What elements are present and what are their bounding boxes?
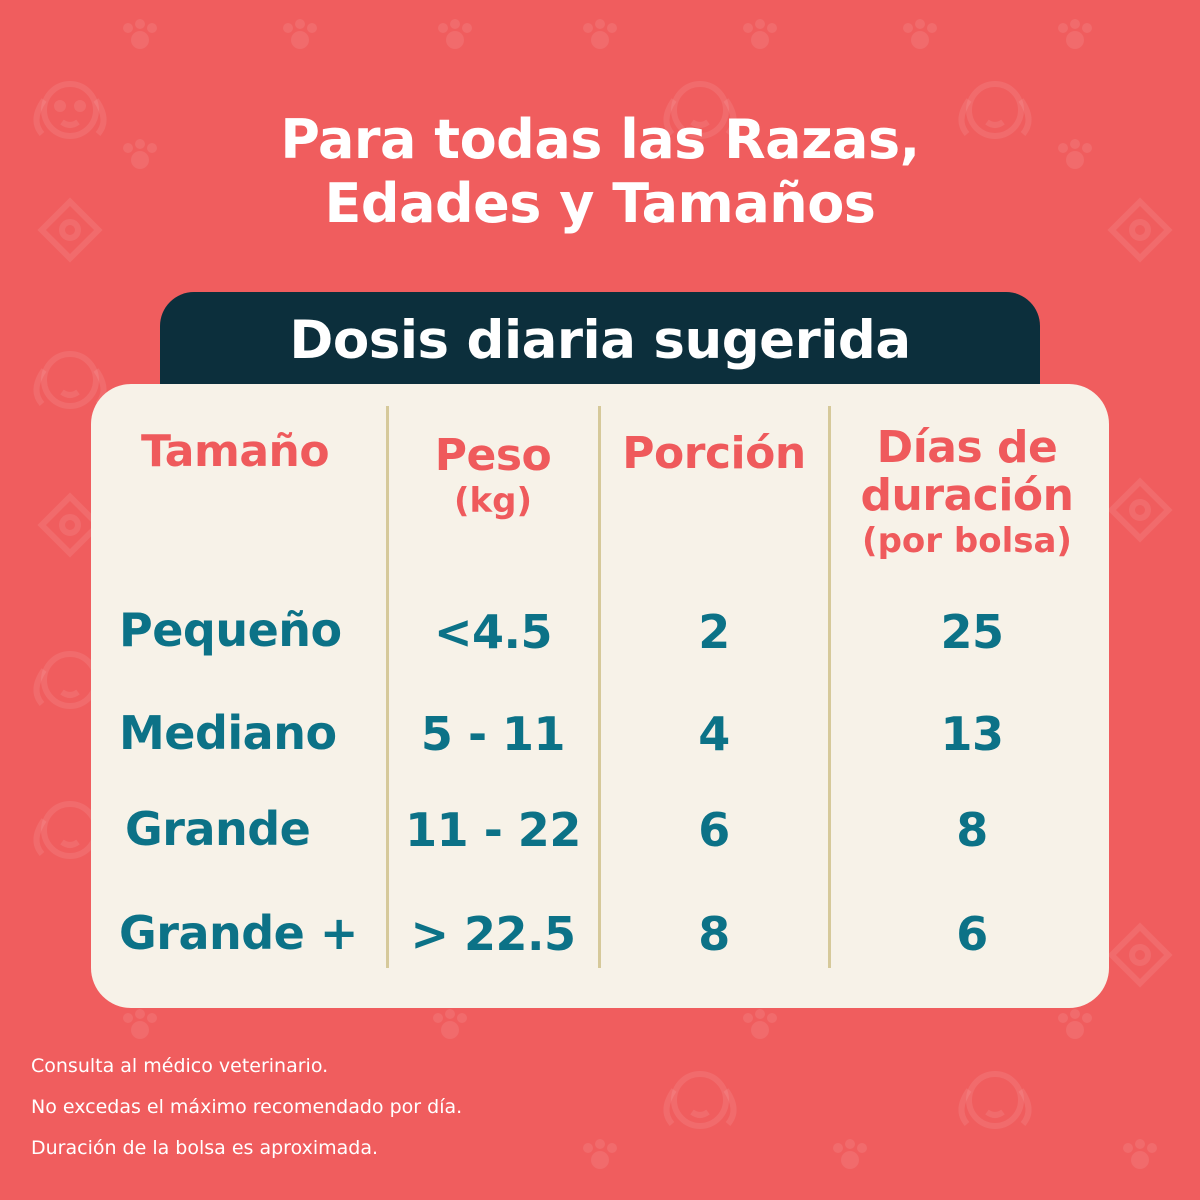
- column-divider: [386, 406, 389, 968]
- cell-weight: 11 - 22: [405, 803, 581, 857]
- paw-print-icon: [743, 1009, 777, 1039]
- header-portion-label: Porción: [622, 428, 806, 479]
- cell-portion: 8: [698, 907, 730, 961]
- paw-print-icon: [743, 19, 777, 49]
- column-divider: [828, 406, 831, 968]
- header-days-unit: (por bolsa): [862, 521, 1072, 561]
- header-days: Días de duración (por bolsa): [832, 424, 1102, 562]
- column-divider: [598, 406, 601, 968]
- dog-face-icon: [958, 81, 1032, 139]
- headline-line-2: Edades y Tamaños: [324, 172, 876, 235]
- cell-size: Mediano: [119, 706, 337, 760]
- dog-face-icon: [958, 1071, 1032, 1129]
- cell-portion: 4: [698, 707, 730, 761]
- cell-weight: 5 - 11: [420, 707, 566, 761]
- cell-size: Grande: [125, 802, 311, 856]
- knot-ornament-icon: [1107, 197, 1173, 263]
- header-portion: Porción: [602, 430, 826, 478]
- knot-ornament-icon: [1107, 477, 1173, 543]
- cell-days: 25: [940, 605, 1004, 659]
- footnote: Duración de la bolsa es aproximada.: [31, 1137, 379, 1159]
- table-title-tab: [160, 292, 1040, 402]
- paw-print-icon: [433, 1009, 467, 1039]
- header-weight: Peso (kg): [390, 432, 596, 522]
- headline-line-1: Para todas las Razas,: [280, 108, 920, 171]
- header-weight-label: Peso: [434, 430, 552, 481]
- knot-ornament-icon: [37, 197, 103, 263]
- header-days-label-1: Días de: [876, 422, 1058, 473]
- header-weight-unit: (kg): [453, 481, 533, 521]
- paw-print-icon: [583, 19, 617, 49]
- footnote: Consulta al médico veterinario.: [31, 1055, 329, 1077]
- header-days-label-2: duración: [860, 470, 1074, 521]
- paw-print-icon: [438, 19, 472, 49]
- cell-days: 8: [956, 803, 988, 857]
- dog-face-icon: [663, 1071, 737, 1129]
- cell-weight: <4.5: [433, 605, 553, 659]
- paw-print-icon: [1058, 19, 1092, 49]
- cell-portion: 6: [698, 803, 730, 857]
- dog-face-icon: [663, 81, 737, 139]
- paw-print-icon: [833, 1139, 867, 1169]
- paw-print-icon: [123, 1009, 157, 1039]
- cell-size: Grande +: [119, 906, 358, 960]
- cell-days: 13: [940, 707, 1004, 761]
- paw-print-icon: [283, 19, 317, 49]
- paw-print-icon: [1058, 139, 1092, 169]
- cell-portion: 2: [698, 605, 730, 659]
- footnotes: Consulta al médico veterinario. No exced…: [31, 1046, 462, 1169]
- header-size: Tamaño: [100, 428, 370, 476]
- cell-weight: > 22.5: [410, 907, 576, 961]
- footnote: No excedas el máximo recomendado por día…: [31, 1096, 463, 1118]
- knot-ornament-icon: [37, 492, 103, 558]
- header-size-label: Tamaño: [140, 426, 330, 477]
- dog-face-icon: [33, 81, 107, 139]
- paw-print-icon: [583, 1139, 617, 1169]
- paw-print-icon: [123, 139, 157, 169]
- paw-print-icon: [123, 19, 157, 49]
- table-title: Dosis diaria sugerida: [289, 310, 911, 371]
- paw-print-icon: [903, 19, 937, 49]
- paw-print-icon: [1123, 1139, 1157, 1169]
- knot-ornament-icon: [1107, 922, 1173, 988]
- headline: Para todas las Razas, Edades y Tamaños: [0, 108, 1200, 236]
- paw-print-icon: [1058, 1009, 1092, 1039]
- cell-size: Pequeño: [119, 603, 342, 657]
- cell-days: 6: [956, 907, 988, 961]
